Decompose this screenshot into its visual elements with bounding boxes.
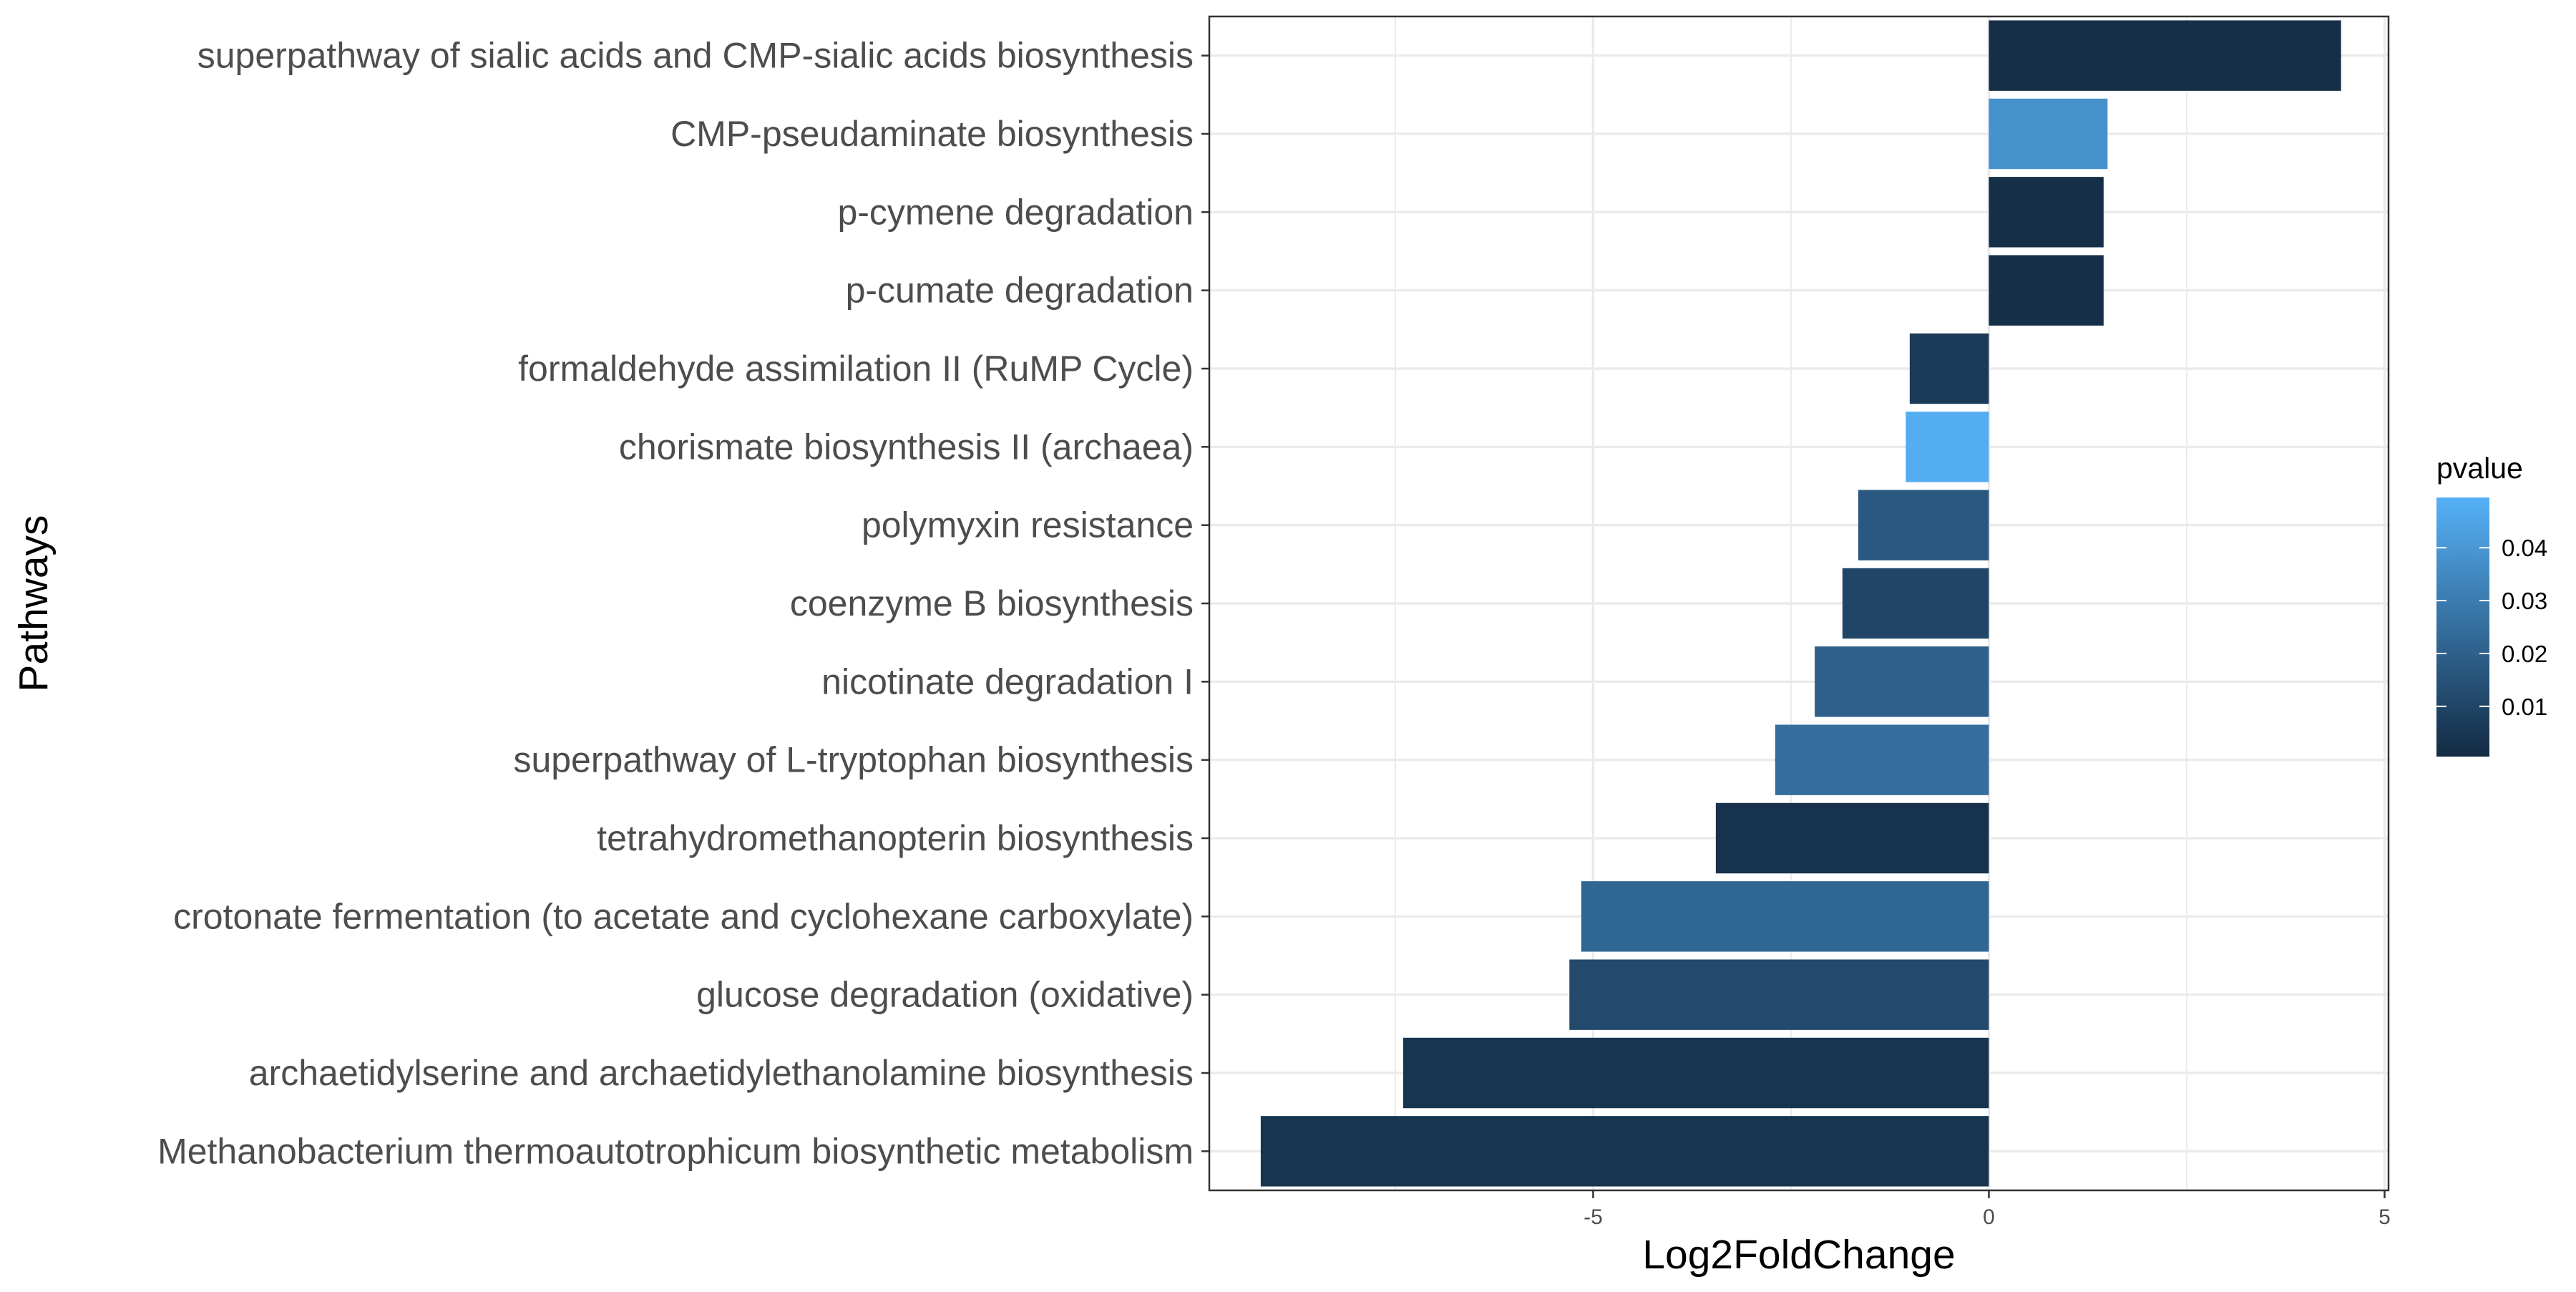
bar — [1815, 646, 1989, 717]
x-tick-label: 5 — [2379, 1205, 2391, 1229]
bar — [1842, 568, 1989, 639]
y-tick-label: glucose degradation (oxidative) — [696, 975, 1194, 1015]
legend-title: pvalue — [2436, 452, 2523, 485]
bar — [1581, 881, 1989, 952]
y-tick-label: CMP-pseudaminate biosynthesis — [670, 114, 1194, 154]
y-tick-label: superpathway of sialic acids and CMP-sia… — [197, 36, 1194, 76]
grid — [1209, 16, 2389, 1190]
y-tick-label: p-cymene degradation — [837, 192, 1194, 232]
bar — [1989, 98, 2108, 170]
bar — [1569, 959, 1989, 1030]
bar — [1260, 1116, 1989, 1187]
y-tick-label: chorismate biosynthesis II (archaea) — [619, 427, 1194, 467]
y-tick-label: coenzyme B biosynthesis — [790, 583, 1194, 623]
y-axis-title: Pathways — [11, 515, 57, 691]
y-tick-label: Methanobacterium thermoautotrophicum bio… — [157, 1131, 1194, 1171]
bars — [1260, 20, 2341, 1187]
y-tick-label: formaldehyde assimilation II (RuMP Cycle… — [518, 349, 1194, 389]
bar — [1775, 724, 1989, 795]
y-tick-label: polymyxin resistance — [862, 505, 1194, 545]
y-tick-label: superpathway of L-tryptophan biosynthesi… — [513, 740, 1194, 780]
bar — [1909, 333, 1989, 404]
y-tick-label: tetrahydromethanopterin biosynthesis — [597, 818, 1194, 858]
colorbar-tick-label: 0.03 — [2502, 588, 2547, 614]
bar — [1989, 20, 2341, 91]
colorbar-tick-label: 0.02 — [2502, 641, 2547, 667]
bar — [1906, 412, 1989, 482]
bar — [1715, 802, 1989, 874]
colorbar — [2436, 497, 2489, 757]
y-tick-label: p-cumate degradation — [846, 271, 1194, 311]
x-tick-label: -5 — [1584, 1205, 1603, 1229]
color-legend: pvalue 0.01 0.02 0.03 0.04 — [2436, 452, 2547, 757]
bar — [1402, 1037, 1989, 1109]
x-axis: -5 0 5 — [1584, 1190, 2391, 1229]
y-tick-label: archaetidylserine and archaetidylethanol… — [249, 1053, 1194, 1093]
x-tick-label: 0 — [1983, 1205, 1995, 1229]
bar — [1858, 490, 1989, 560]
colorbar-tick-label: 0.01 — [2502, 694, 2547, 720]
y-axis: superpathway of sialic acids and CMP-sia… — [157, 36, 1209, 1171]
bar — [1989, 177, 2104, 248]
y-tick-label: nicotinate degradation I — [821, 661, 1194, 701]
colorbar-ticks: 0.01 0.02 0.03 0.04 — [2436, 535, 2547, 720]
bar — [1989, 255, 2104, 326]
colorbar-tick-label: 0.04 — [2502, 535, 2547, 561]
x-axis-title: Log2FoldChange — [1642, 1232, 1955, 1278]
y-tick-label: crotonate fermentation (to acetate and c… — [173, 896, 1194, 936]
